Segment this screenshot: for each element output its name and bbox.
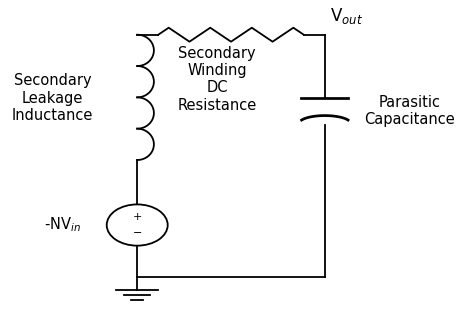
Text: +: +	[133, 212, 142, 222]
Text: Secondary
Leakage
Inductance: Secondary Leakage Inductance	[12, 73, 93, 123]
Text: -NV$_{in}$: -NV$_{in}$	[44, 216, 81, 234]
Text: −: −	[133, 228, 142, 238]
Text: Secondary
Winding
DC
Resistance: Secondary Winding DC Resistance	[177, 45, 256, 113]
Text: Parasitic
Capacitance: Parasitic Capacitance	[364, 95, 455, 127]
Text: V$_{out}$: V$_{out}$	[329, 6, 363, 26]
